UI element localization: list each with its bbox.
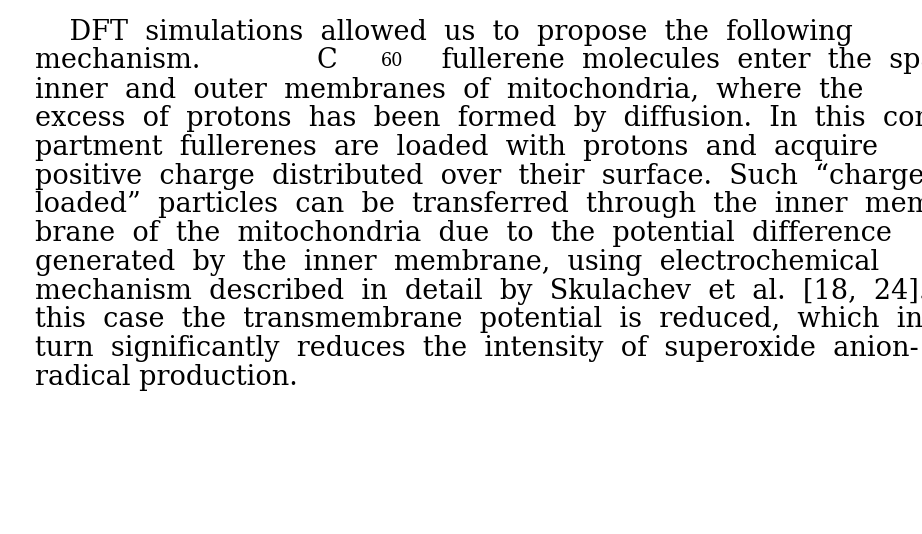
Text: turn  significantly  reduces  the  intensity  of  superoxide  anion-: turn significantly reduces the intensity… <box>35 335 919 362</box>
Text: inner  and  outer  membranes  of  mitochondria,  where  the: inner and outer membranes of mitochondri… <box>35 76 863 103</box>
Text: radical production.: radical production. <box>35 364 298 391</box>
Text: DFT  simulations  allowed  us  to  propose  the  following: DFT simulations allowed us to propose th… <box>35 19 853 46</box>
Text: loaded”  particles  can  be  transferred  through  the  inner  mem-: loaded” particles can be transferred thr… <box>35 191 922 218</box>
Text: positive  charge  distributed  over  their  surface.  Such  “charge-: positive charge distributed over their s… <box>35 162 922 190</box>
Text: mechanism  described  in  detail  by  Skulachev  et  al.  [18,  24].  In: mechanism described in detail by Skulach… <box>35 278 922 304</box>
Text: 60: 60 <box>381 52 404 70</box>
Text: generated  by  the  inner  membrane,  using  electrochemical: generated by the inner membrane, using e… <box>35 249 880 276</box>
Text: this  case  the  transmembrane  potential  is  reduced,  which  in: this case the transmembrane potential is… <box>35 307 922 333</box>
Text: mechanism.: mechanism. <box>35 48 209 74</box>
Text: partment  fullerenes  are  loaded  with  protons  and  acquire: partment fullerenes are loaded with prot… <box>35 134 878 161</box>
Text: fullerene  molecules  enter  the  space  between: fullerene molecules enter the space betw… <box>433 48 922 74</box>
Text: brane  of  the  mitochondria  due  to  the  potential  difference: brane of the mitochondria due to the pot… <box>35 220 892 247</box>
Text: C: C <box>316 48 337 74</box>
Text: excess  of  protons  has  been  formed  by  diffusion.  In  this  com-: excess of protons has been formed by dif… <box>35 105 922 132</box>
